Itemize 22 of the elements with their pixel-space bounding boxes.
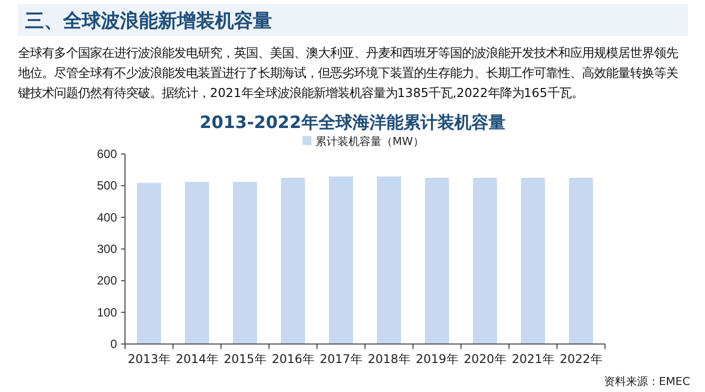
text: 资料来源：EMEC — [604, 375, 690, 388]
y-tick-label: 600 — [96, 147, 118, 161]
x-tick-label: 2013年 — [128, 352, 170, 366]
y-tick-label: 500 — [96, 178, 118, 193]
y-tick-label: 300 — [96, 242, 118, 256]
x-tick-label: 2022年 — [560, 352, 602, 366]
legend: 累计装机容量（MW） — [302, 135, 424, 148]
y-tick-label: 400 — [96, 210, 118, 224]
y-tick-label: 100 — [96, 305, 118, 320]
y-tick-label: 0 — [110, 337, 118, 351]
x-tick-label: 2019年 — [416, 352, 458, 366]
x-tick-label: 2016年 — [272, 352, 314, 366]
chart-title: 2013-2022年全球海洋能累计装机容量 — [200, 113, 506, 133]
x-tick-label: 2021年 — [512, 352, 554, 366]
text: 全球有多个国家在进行波浪能发电研究，英国、美国、澳大利亚、丹麦和西班牙等国的波浪能开发技术和应用规模居世界领先地位。尽管全球有不少波浪能发电装置进行了长期海试，但恶劣环境下装置的生存能力、长期工作可靠性、高效能量转换等关键技术问题仍然有待突破。据统计，2021年全球波浪能新增装机容量为1385千瓦,2022年降为165千瓦。 — [17, 46, 678, 100]
x-tick-label: 2020年 — [464, 352, 506, 366]
y-tick-label: 200 — [96, 274, 118, 288]
x-tick-label: 2014年 — [176, 352, 218, 366]
x-tick-label: 2017年 — [320, 352, 362, 366]
heading: 三、全球波浪能新增装机容量 — [25, 10, 272, 32]
x-tick-label: 2015年 — [224, 352, 266, 366]
x-tick-label: 2018年 — [368, 352, 410, 366]
